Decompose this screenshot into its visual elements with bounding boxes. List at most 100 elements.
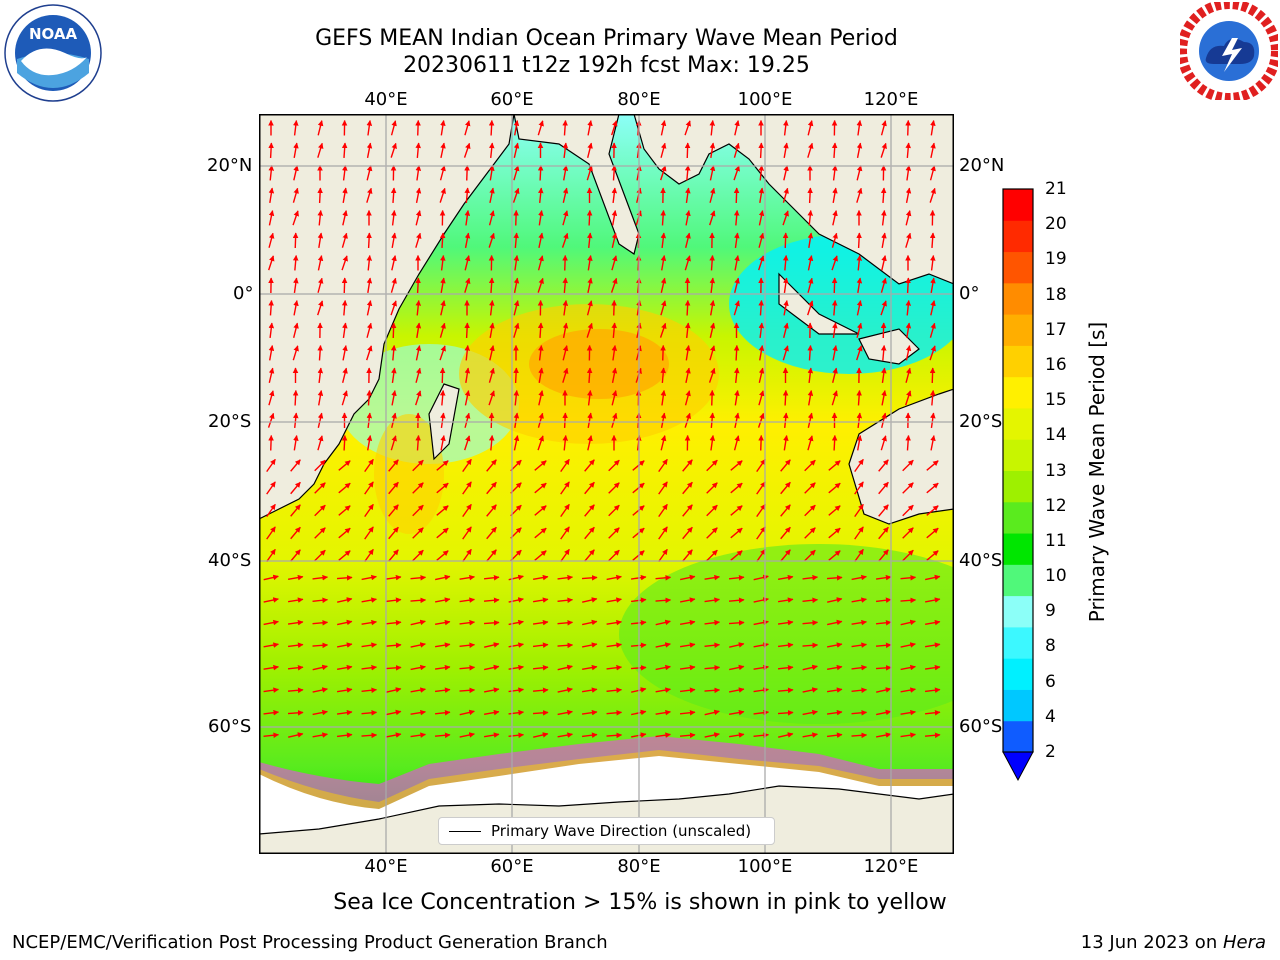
wave-direction-arrow — [685, 345, 691, 361]
wave-direction-arrow — [268, 322, 275, 339]
wave-direction-arrow — [827, 642, 843, 648]
colorbar-tick-label: 19 — [1045, 249, 1067, 270]
wave-direction-arrow — [410, 642, 426, 648]
colorbar-segment — [1003, 533, 1033, 565]
wave-direction-arrow — [587, 255, 593, 271]
wave-direction-arrow — [780, 526, 791, 540]
wave-direction-arrow — [756, 548, 766, 563]
wave-direction-arrow — [290, 526, 301, 540]
wave-direction-arrow — [802, 687, 818, 693]
colorbar — [1002, 188, 1034, 782]
wave-direction-arrow — [268, 390, 275, 406]
wave-direction-arrow — [385, 642, 402, 649]
wave-direction-arrow — [611, 120, 618, 136]
wave-direction-arrow — [905, 232, 912, 248]
wave-direction-arrow — [440, 435, 446, 451]
wave-direction-arrow — [780, 459, 791, 472]
wave-direction-arrow — [435, 574, 451, 581]
wave-direction-arrow — [464, 435, 471, 451]
wave-direction-arrow — [415, 210, 422, 226]
wave-direction-arrow — [655, 732, 671, 738]
wave-direction-arrow — [655, 687, 671, 693]
wave-direction-arrow — [709, 277, 716, 294]
wave-direction-arrow — [537, 187, 544, 204]
wave-direction-arrow — [709, 142, 716, 159]
wave-direction-arrow — [388, 504, 399, 517]
footer-credit: NCEP/EMC/Verification Post Processing Pr… — [12, 932, 608, 953]
wave-direction-arrow — [611, 255, 618, 271]
wave-direction-arrow — [753, 619, 769, 626]
colorbar-ticks: 2 4 6 8 9 10 11 12 13 14 15 16 17 18 19 20 21 — [1035, 179, 1095, 780]
wave-direction-arrow — [753, 732, 770, 739]
wave-direction-arrow — [484, 642, 500, 648]
colorbar-frame — [1002, 188, 1034, 753]
wave-direction-arrow — [777, 574, 794, 581]
wave-direction-arrow — [317, 120, 324, 136]
wave-direction-arrow — [483, 574, 500, 581]
wave-direction-arrow — [459, 664, 476, 671]
wave-direction-arrow — [464, 164, 470, 181]
wave-direction-arrow — [905, 434, 911, 451]
wave-direction-arrow — [856, 412, 863, 429]
wave-direction-arrow — [734, 232, 740, 249]
wave-direction-arrow — [758, 299, 764, 316]
colorbar-tick-label: 15 — [1045, 390, 1067, 411]
wave-direction-arrow — [611, 210, 618, 226]
wave-direction-arrow — [534, 550, 547, 561]
lon-tick-top: 100°E — [737, 89, 793, 110]
wave-direction-arrow — [704, 732, 720, 738]
wave-direction-arrow — [832, 165, 838, 181]
wave-direction-arrow — [415, 390, 422, 406]
wave-direction-arrow — [292, 345, 299, 361]
wave-direction-arrow — [608, 504, 620, 517]
wave-direction-arrow — [733, 209, 740, 226]
wave-direction-arrow — [336, 732, 353, 738]
wave-direction-arrow — [586, 300, 593, 316]
wave-direction-arrow — [317, 277, 324, 293]
lon-tick-top: 120°E — [863, 89, 919, 110]
wave-direction-arrow — [290, 504, 301, 517]
wave-direction-arrow — [856, 389, 862, 406]
wave-direction-arrow — [440, 412, 446, 429]
wave-direction-arrow — [293, 435, 299, 451]
wave-direction-arrow — [459, 687, 476, 694]
lat-tick-right: 60°S — [959, 716, 1003, 737]
wave-direction-arrow — [317, 390, 324, 406]
wave-direction-arrow — [902, 482, 914, 494]
wave-direction-arrow — [783, 120, 789, 136]
wave-direction-arrow — [513, 322, 520, 338]
wave-direction-arrow — [268, 187, 275, 204]
wave-direction-arrow — [366, 142, 373, 158]
wave-direction-arrow — [758, 164, 765, 181]
java — [858, 328, 920, 365]
mozambique-swell-zone — [374, 414, 444, 534]
wave-direction-arrow — [391, 412, 397, 428]
wave-direction-arrow — [856, 232, 862, 249]
wave-direction-arrow — [851, 597, 867, 603]
wave-direction-arrow — [783, 165, 789, 181]
wave-direction-arrow — [655, 709, 671, 716]
wave-direction-arrow — [851, 664, 867, 671]
wave-direction-arrow — [802, 709, 818, 716]
wave-direction-arrow — [581, 732, 598, 738]
wave-direction-arrow — [512, 187, 520, 203]
wave-direction-arrow — [709, 300, 716, 316]
wave-direction-arrow — [364, 526, 374, 540]
wave-direction-arrow — [532, 619, 549, 626]
wave-direction-arrow — [434, 642, 451, 648]
wave-direction-arrow — [317, 435, 324, 451]
wave-direction-arrow — [562, 322, 569, 338]
wave-direction-arrow — [704, 574, 720, 581]
wave-direction-arrow — [606, 574, 622, 581]
map-subtitle: 20230611 t12z 192h fcst Max: 19.25 — [403, 53, 810, 78]
wave-direction-arrow — [557, 732, 573, 738]
wave-direction-arrow — [508, 574, 524, 581]
wave-direction-arrow — [562, 434, 569, 451]
wave-direction-arrow — [733, 344, 740, 361]
wave-direction-arrow — [390, 277, 397, 293]
wave-direction-arrow — [287, 574, 304, 581]
wave-direction-arrow — [685, 367, 691, 383]
wave-direction-arrow — [317, 412, 324, 428]
wave-direction-arrow — [488, 119, 495, 136]
wave-direction-arrow — [562, 254, 568, 271]
